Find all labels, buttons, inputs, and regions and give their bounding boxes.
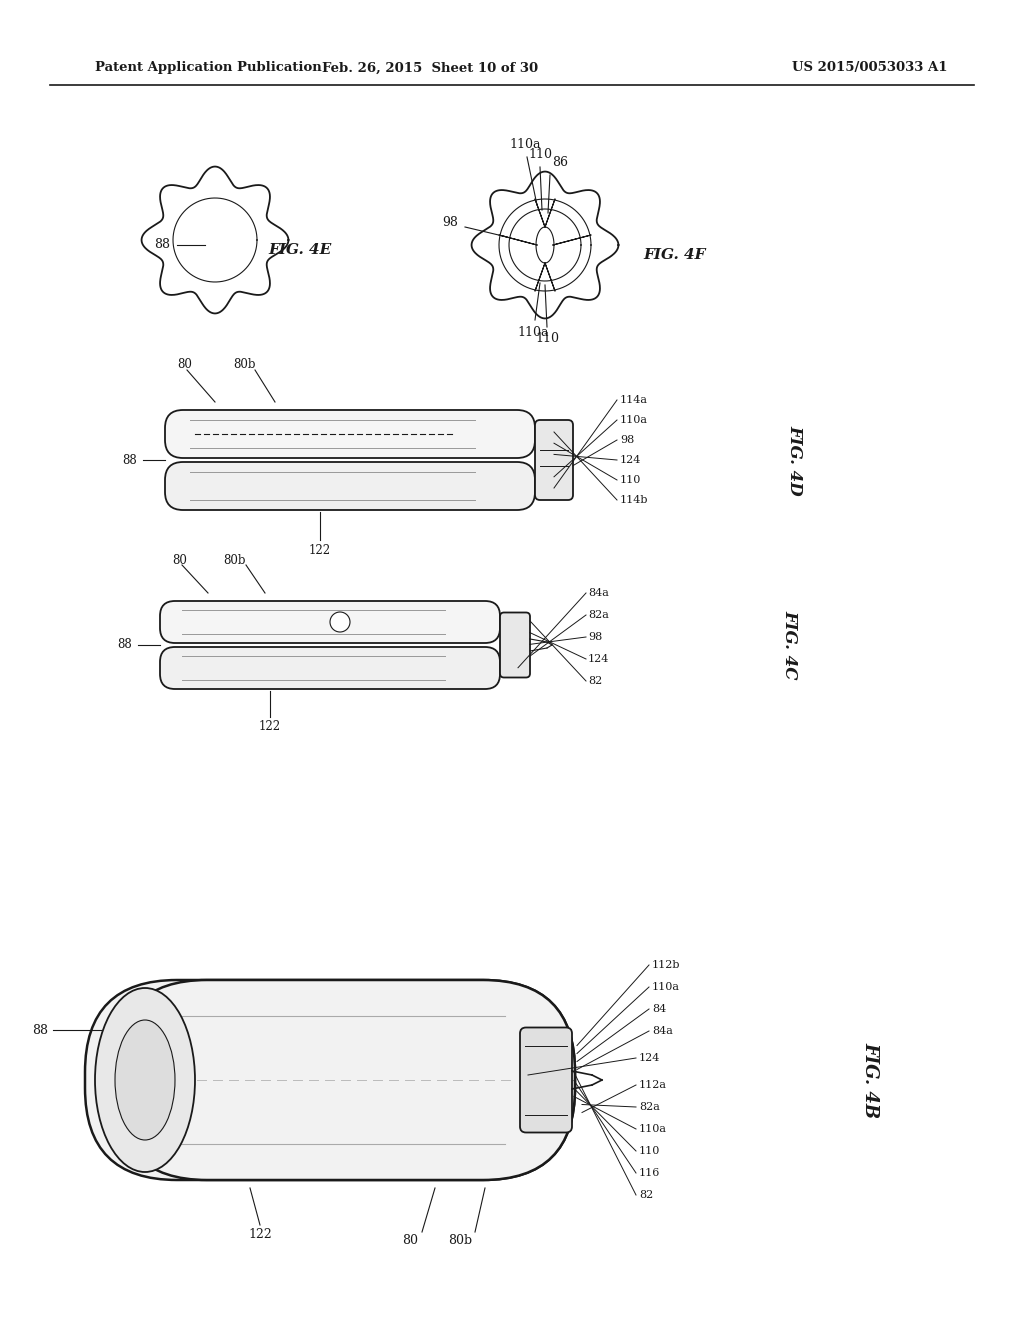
Text: 98: 98	[620, 436, 634, 445]
Text: FIG. 4C: FIG. 4C	[781, 610, 799, 680]
Text: 110: 110	[535, 333, 559, 346]
Text: 80: 80	[177, 359, 193, 371]
Text: 122: 122	[309, 544, 331, 557]
Text: 80b: 80b	[447, 1233, 472, 1246]
Text: 122: 122	[259, 721, 281, 734]
Text: 82: 82	[588, 676, 602, 686]
FancyBboxPatch shape	[160, 647, 500, 689]
Text: US 2015/0053033 A1: US 2015/0053033 A1	[793, 62, 948, 74]
Text: 110a: 110a	[620, 414, 648, 425]
Text: 110: 110	[528, 149, 552, 161]
Text: 84a: 84a	[652, 1026, 673, 1036]
Text: 88: 88	[118, 639, 132, 652]
Text: 110a: 110a	[509, 139, 541, 152]
Text: 124: 124	[620, 455, 641, 465]
Text: 114b: 114b	[620, 495, 648, 506]
Text: 122: 122	[248, 1229, 272, 1242]
Text: 82: 82	[639, 1191, 653, 1200]
Text: FIG. 4B: FIG. 4B	[861, 1041, 879, 1118]
Text: 98: 98	[442, 216, 458, 230]
FancyBboxPatch shape	[115, 979, 575, 1180]
Text: 110: 110	[639, 1146, 660, 1156]
Text: 82a: 82a	[588, 610, 609, 620]
FancyBboxPatch shape	[160, 601, 500, 643]
Text: 114a: 114a	[620, 395, 648, 405]
FancyBboxPatch shape	[535, 420, 573, 500]
Text: 110a: 110a	[652, 982, 680, 993]
Text: 110a: 110a	[517, 326, 549, 338]
Text: 80: 80	[402, 1233, 418, 1246]
Text: 80: 80	[173, 554, 187, 568]
Text: 84a: 84a	[588, 587, 609, 598]
FancyBboxPatch shape	[85, 979, 575, 1180]
Text: 112b: 112b	[652, 960, 681, 970]
Text: 116: 116	[639, 1168, 660, 1177]
Text: 110a: 110a	[639, 1125, 667, 1134]
Text: 88: 88	[154, 239, 170, 252]
Ellipse shape	[115, 1020, 175, 1140]
FancyBboxPatch shape	[165, 411, 535, 458]
Text: 80b: 80b	[233, 359, 256, 371]
Text: Feb. 26, 2015  Sheet 10 of 30: Feb. 26, 2015 Sheet 10 of 30	[322, 62, 538, 74]
Text: FIG. 4E: FIG. 4E	[268, 243, 332, 257]
Text: 98: 98	[588, 632, 602, 642]
Text: 124: 124	[639, 1053, 660, 1063]
FancyBboxPatch shape	[520, 1027, 572, 1133]
FancyBboxPatch shape	[165, 462, 535, 510]
Ellipse shape	[95, 987, 195, 1172]
Text: 110: 110	[620, 475, 641, 484]
Text: FIG. 4F: FIG. 4F	[644, 248, 707, 261]
Text: FIG. 4D: FIG. 4D	[786, 425, 804, 495]
FancyBboxPatch shape	[500, 612, 530, 677]
Text: 84: 84	[652, 1005, 667, 1014]
Text: 86: 86	[552, 157, 568, 169]
Text: 80b: 80b	[224, 554, 246, 568]
Text: 124: 124	[588, 653, 609, 664]
Text: 82a: 82a	[639, 1102, 659, 1111]
Text: 88: 88	[32, 1023, 48, 1036]
Circle shape	[330, 612, 350, 632]
Text: Patent Application Publication: Patent Application Publication	[95, 62, 322, 74]
Text: 88: 88	[123, 454, 137, 466]
Text: 112a: 112a	[639, 1080, 667, 1090]
